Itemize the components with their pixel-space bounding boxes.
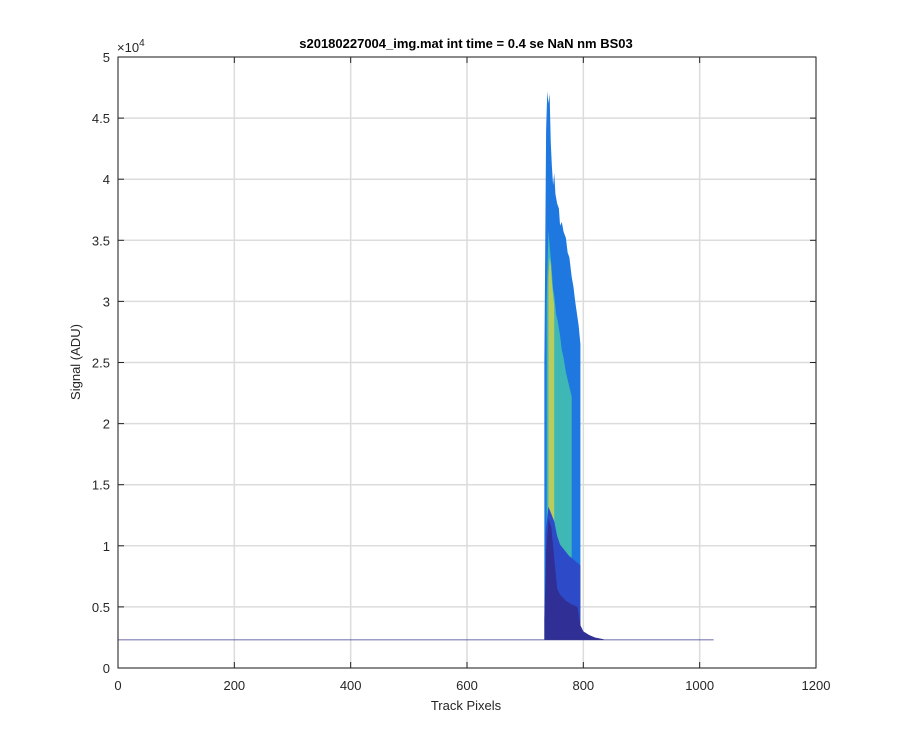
y-tick-labels: 0 0.5 1 1.5 2 2.5 3 3.5 4 4.5 5 [92,50,110,676]
y-tick-label-6: 3 [103,294,110,309]
y-tick-label-7: 3.5 [92,233,110,248]
y-exponent-power: 4 [139,38,145,49]
x-axis-label: Track Pixels [431,698,502,713]
y-tick-label-9: 4.5 [92,111,110,126]
y-tick-label-8: 4 [103,172,110,187]
y-tick-label-10: 5 [103,50,110,65]
y-exponent-base: ×10 [117,40,139,55]
y-tick-label-4: 2 [103,417,110,432]
x-tick-label-1: 200 [223,678,245,693]
x-tick-label-5: 1000 [685,678,714,693]
axes [117,56,817,669]
y-tick-label-3: 1.5 [92,478,110,493]
y-tick-label-0: 0 [103,661,110,676]
x-tick-label-3: 600 [456,678,478,693]
x-tick-label-2: 400 [340,678,362,693]
y-exponent-label: ×104 [117,38,145,55]
series-area-4 [544,518,604,640]
y-axis-label: Signal (ADU) [68,324,83,400]
x-tick-label-6: 1200 [802,678,831,693]
x-tick-label-0: 0 [114,678,121,693]
y-tick-label-5: 2.5 [92,356,110,371]
x-tick-label-4: 800 [572,678,594,693]
y-tick-label-1: 0.5 [92,600,110,615]
y-tick-label-2: 1 [103,539,110,554]
data-series [118,91,714,641]
grid-lines [117,56,817,669]
chart-title: s20180227004_img.mat int time = 0.4 se N… [299,36,633,51]
x-tick-labels: 0 200 400 600 800 1000 1200 [114,678,830,693]
